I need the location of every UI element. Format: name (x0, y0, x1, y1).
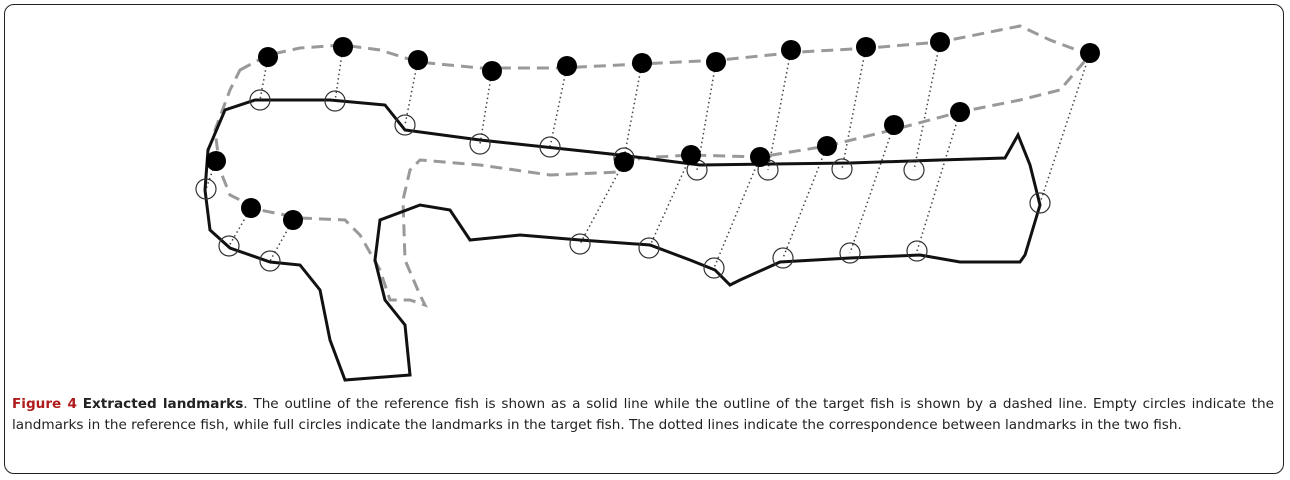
page: {"caption": {"label": "Figure 4", "title… (0, 0, 1290, 480)
figure-title: Extracted landmarks (83, 396, 244, 412)
reference-landmarks (196, 90, 1050, 278)
correspondence-lines (206, 42, 1090, 268)
reference-outline (205, 100, 1040, 380)
landmark-figure (0, 0, 1290, 390)
caption: Figure 4 Extracted landmarks. The outlin… (12, 394, 1274, 436)
figure-label: Figure 4 (12, 396, 77, 412)
